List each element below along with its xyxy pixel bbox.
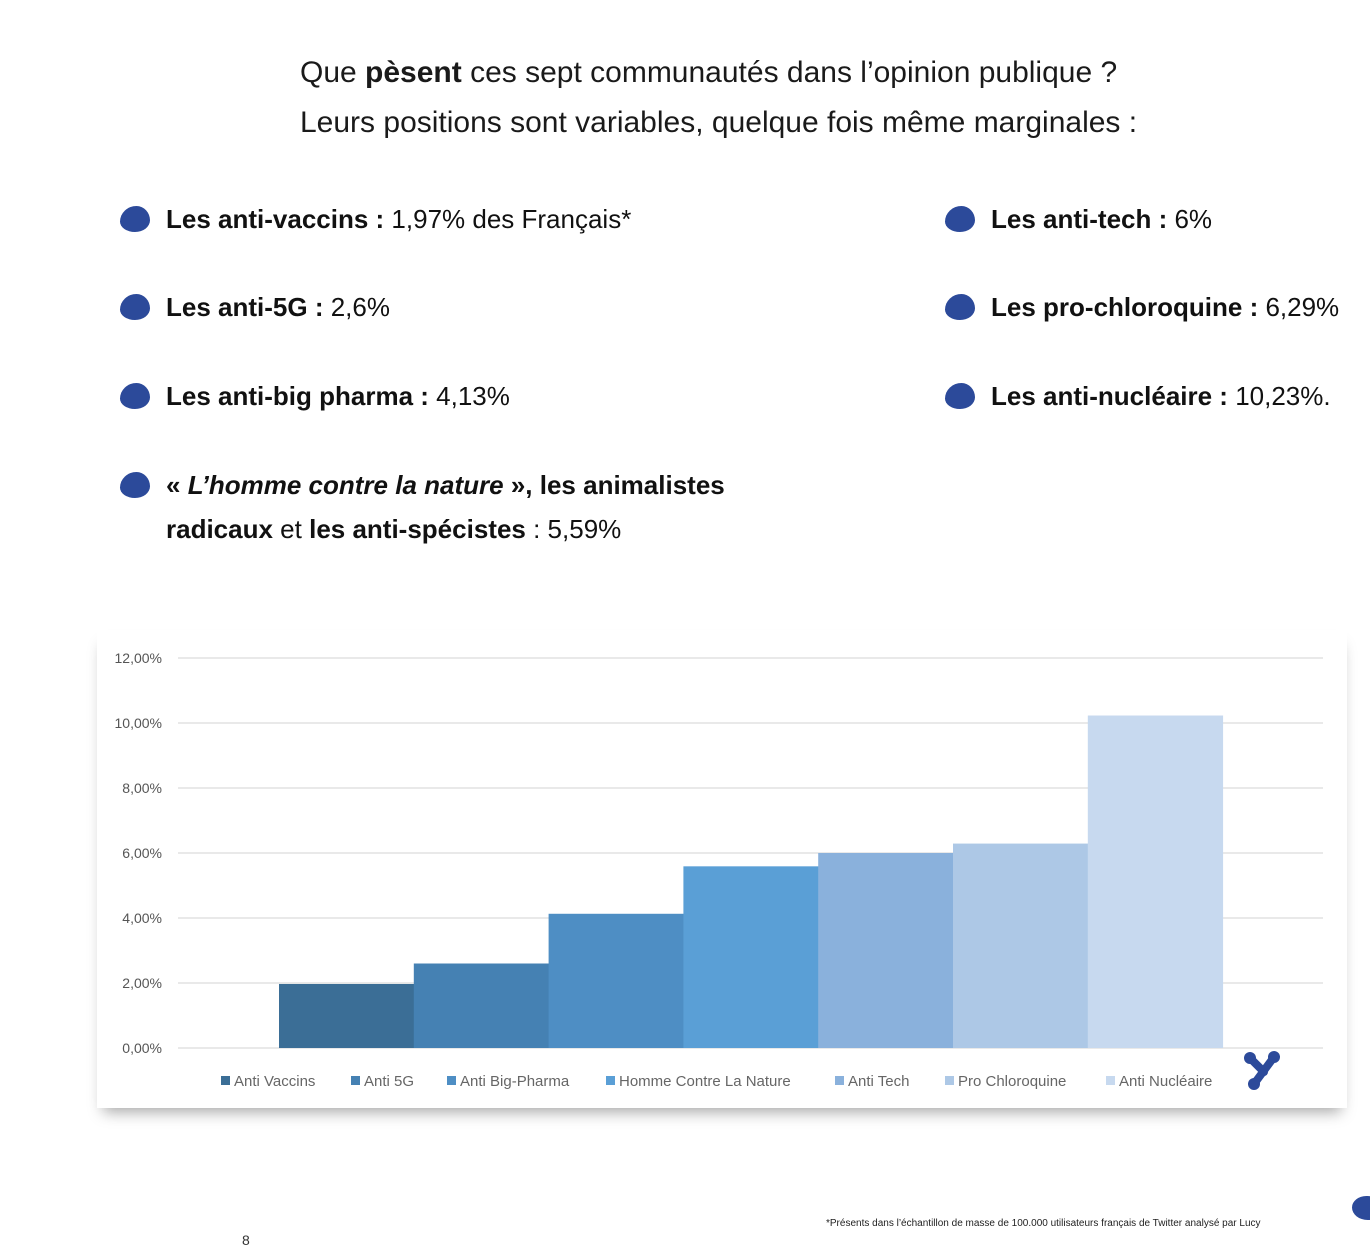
bullet-value: 6% xyxy=(1167,204,1213,234)
bullet-value: 1,97% des Français* xyxy=(384,204,632,234)
page-number: 8 xyxy=(242,1232,250,1248)
bullet-value: 2,6% xyxy=(323,292,390,322)
bullet-dot-icon xyxy=(945,294,975,320)
bullet-label: Les anti-vaccins : xyxy=(166,204,385,234)
bullet-dot-icon xyxy=(945,206,975,232)
intro-line-1-pre: Que xyxy=(300,56,366,89)
intro-line-1-post: ces sept communautés dans l’opinion publ… xyxy=(461,56,1118,89)
bullet-value: 10,23%. xyxy=(1227,381,1331,411)
bullet-label: Les anti-big pharma : xyxy=(166,381,429,411)
bullet-value: 4,13% xyxy=(428,381,510,411)
footnote: *Présents dans l’échantillon de masse de… xyxy=(826,1218,1261,1229)
bullet-dot-icon xyxy=(120,383,150,409)
bullet-dot-icon xyxy=(120,294,150,320)
bullet-dot-icon xyxy=(120,206,150,232)
bullet-italic-label: L’homme contre la nature xyxy=(187,470,504,500)
bullet-label: Les anti-nucléaire : xyxy=(991,381,1228,411)
chart-card xyxy=(97,630,1347,1108)
bullet-connector: et xyxy=(272,514,310,544)
bullet-label: », les animalistes xyxy=(503,470,725,500)
bullet-label-anti-specistes: les anti-spécistes xyxy=(309,514,526,544)
intro-line-2: Leurs positions sont variables, quelque … xyxy=(300,106,1138,139)
intro-line-1: Que pèsent ces sept communautés dans l’o… xyxy=(300,48,1137,98)
corner-dot-icon xyxy=(1352,1196,1370,1220)
intro-text: Que pèsent ces sept communautés dans l’o… xyxy=(300,48,1137,148)
bullet-label-radicaux: radicaux xyxy=(166,514,273,544)
bullet-dot-icon xyxy=(120,472,150,498)
lucy-logo-icon xyxy=(1244,1051,1280,1090)
bullet-value: : 5,59% xyxy=(525,514,622,544)
quote-open: « xyxy=(166,470,188,500)
intro-line-1-bold: pèsent xyxy=(365,56,462,89)
bullet-value: 6,29% xyxy=(1258,292,1340,322)
bullet-dot-icon xyxy=(945,383,975,409)
bullet-label: Les anti-tech : xyxy=(991,204,1168,234)
bullet-label: Les anti-5G : xyxy=(166,292,324,322)
bullet-label: Les pro-chloroquine : xyxy=(991,292,1259,322)
